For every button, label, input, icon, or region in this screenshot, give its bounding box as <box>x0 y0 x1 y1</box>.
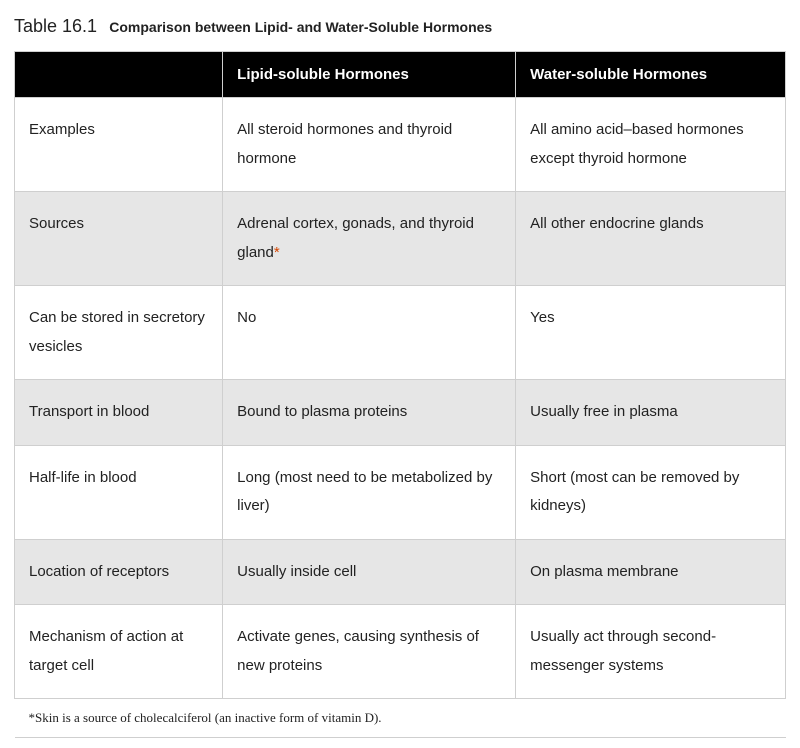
row-label: Examples <box>15 98 223 192</box>
table-footnote: *Skin is a source of cholecalciferol (an… <box>15 699 786 738</box>
table-row: Half-life in blood Long (most need to be… <box>15 445 786 539</box>
table-row: Location of receptors Usually inside cel… <box>15 539 786 605</box>
asterisk-icon: * <box>274 244 280 261</box>
table-row: Can be stored in secretory vesicles No Y… <box>15 286 786 380</box>
table-row: Transport in blood Bound to plasma prote… <box>15 380 786 446</box>
cell-lipid: All steroid hormones and thyroid hormone <box>223 98 516 192</box>
cell-water: Usually act through second-messenger sys… <box>516 605 786 699</box>
col-header-water: Water-soluble Hormones <box>516 52 786 98</box>
row-label: Transport in blood <box>15 380 223 446</box>
row-label: Can be stored in secretory vesicles <box>15 286 223 380</box>
table-row: Mechanism of action at target cell Activ… <box>15 605 786 699</box>
cell-lipid: Activate genes, causing synthesis of new… <box>223 605 516 699</box>
table-number: Table 16.1 <box>14 16 97 36</box>
table-row: Examples All steroid hormones and thyroi… <box>15 98 786 192</box>
cell-water: Usually free in plasma <box>516 380 786 446</box>
table-header-row: Lipid-soluble Hormones Water-soluble Hor… <box>15 52 786 98</box>
row-label: Sources <box>15 192 223 286</box>
col-header-blank <box>15 52 223 98</box>
table-caption: Table 16.1 Comparison between Lipid- and… <box>14 16 786 37</box>
table-title: Comparison between Lipid- and Water-Solu… <box>109 19 492 35</box>
cell-water: On plasma membrane <box>516 539 786 605</box>
row-label: Mechanism of action at target cell <box>15 605 223 699</box>
table-footnote-row: *Skin is a source of cholecalciferol (an… <box>15 699 786 738</box>
cell-water: Short (most can be removed by kidneys) <box>516 445 786 539</box>
cell-lipid: No <box>223 286 516 380</box>
cell-lipid: Long (most need to be metabolized by liv… <box>223 445 516 539</box>
col-header-lipid: Lipid-soluble Hormones <box>223 52 516 98</box>
row-label: Location of receptors <box>15 539 223 605</box>
cell-lipid: Bound to plasma proteins <box>223 380 516 446</box>
cell-lipid: Adrenal cortex, gonads, and thyroid glan… <box>223 192 516 286</box>
table-row: Sources Adrenal cortex, gonads, and thyr… <box>15 192 786 286</box>
cell-lipid: Usually inside cell <box>223 539 516 605</box>
comparison-table: Lipid-soluble Hormones Water-soluble Hor… <box>14 51 786 738</box>
row-label: Half-life in blood <box>15 445 223 539</box>
cell-water: Yes <box>516 286 786 380</box>
cell-water: All amino acid–based hormones except thy… <box>516 98 786 192</box>
cell-water: All other endocrine glands <box>516 192 786 286</box>
